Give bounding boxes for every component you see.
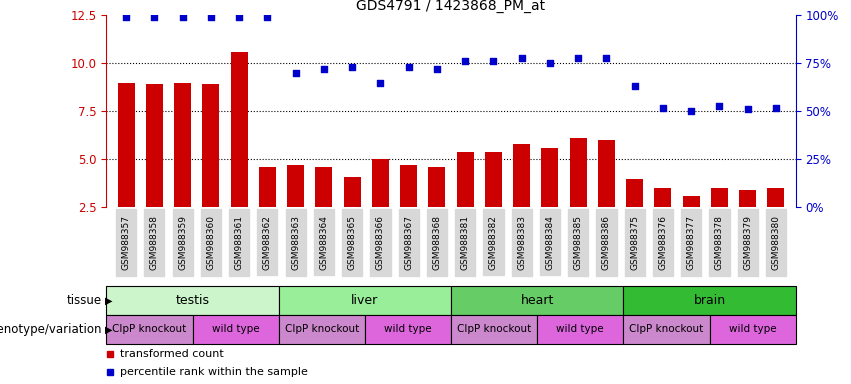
Point [147,14,161,20]
Point [656,104,670,111]
Text: wild type: wild type [212,324,260,334]
Text: transformed count: transformed count [120,349,224,359]
Bar [537,315,623,344]
Title: GDS4791 / 1423868_PM_at: GDS4791 / 1423868_PM_at [357,0,545,13]
Text: heart: heart [521,294,554,307]
Bar [711,188,728,255]
Bar [710,315,796,344]
Bar [451,315,537,344]
Bar [623,315,710,344]
Point [459,58,472,65]
Point [204,14,218,20]
Point [176,14,190,20]
Bar [278,286,451,315]
Point [628,83,642,89]
Point [346,64,359,70]
Bar [203,84,220,255]
Text: wild type: wild type [384,324,431,334]
Bar [365,315,451,344]
Bar [259,167,276,255]
Point [543,60,557,66]
Bar [485,152,502,255]
Point [402,64,415,70]
Bar [654,188,671,255]
Text: testis: testis [175,294,209,307]
Bar [192,315,278,344]
Bar [400,165,417,255]
Bar [344,177,361,255]
Bar [626,179,643,255]
Text: genotype/variation: genotype/variation [0,323,102,336]
Point [571,55,585,61]
Point [515,55,528,61]
Point [769,104,783,111]
Bar [278,315,365,344]
Text: ClpP knockout: ClpP knockout [457,324,531,334]
Bar [598,140,615,255]
Bar [768,188,785,255]
Text: percentile rank within the sample: percentile rank within the sample [120,366,308,377]
Bar [541,148,558,255]
Point [712,103,726,109]
Text: ▶: ▶ [105,324,112,334]
Bar [428,167,445,255]
Bar [372,159,389,255]
Bar [117,83,134,255]
Bar [106,286,278,315]
Bar [146,84,163,255]
Bar [513,144,530,255]
Point [684,108,698,114]
Text: ▶: ▶ [105,295,112,306]
Text: ClpP knockout: ClpP knockout [112,324,186,334]
Point [260,14,274,20]
Point [600,55,614,61]
Bar [457,152,474,255]
Bar [106,315,192,344]
Text: wild type: wild type [557,324,604,334]
Point [232,14,246,20]
Text: tissue: tissue [67,294,102,307]
Point [487,58,500,65]
Bar [451,286,623,315]
Bar [287,165,304,255]
Text: ClpP knockout: ClpP knockout [629,324,704,334]
Bar [231,52,248,255]
Point [374,79,387,86]
Point [430,66,443,72]
Text: liver: liver [351,294,379,307]
Point [119,14,133,20]
Text: brain: brain [694,294,726,307]
Text: ClpP knockout: ClpP knockout [284,324,359,334]
Bar [316,167,333,255]
Bar [623,286,796,315]
Point [317,66,331,72]
Point [741,106,755,113]
Bar [740,190,757,255]
Text: wild type: wild type [728,324,776,334]
Bar [683,196,700,255]
Point [288,70,302,76]
Bar [569,138,586,255]
Bar [174,83,191,255]
